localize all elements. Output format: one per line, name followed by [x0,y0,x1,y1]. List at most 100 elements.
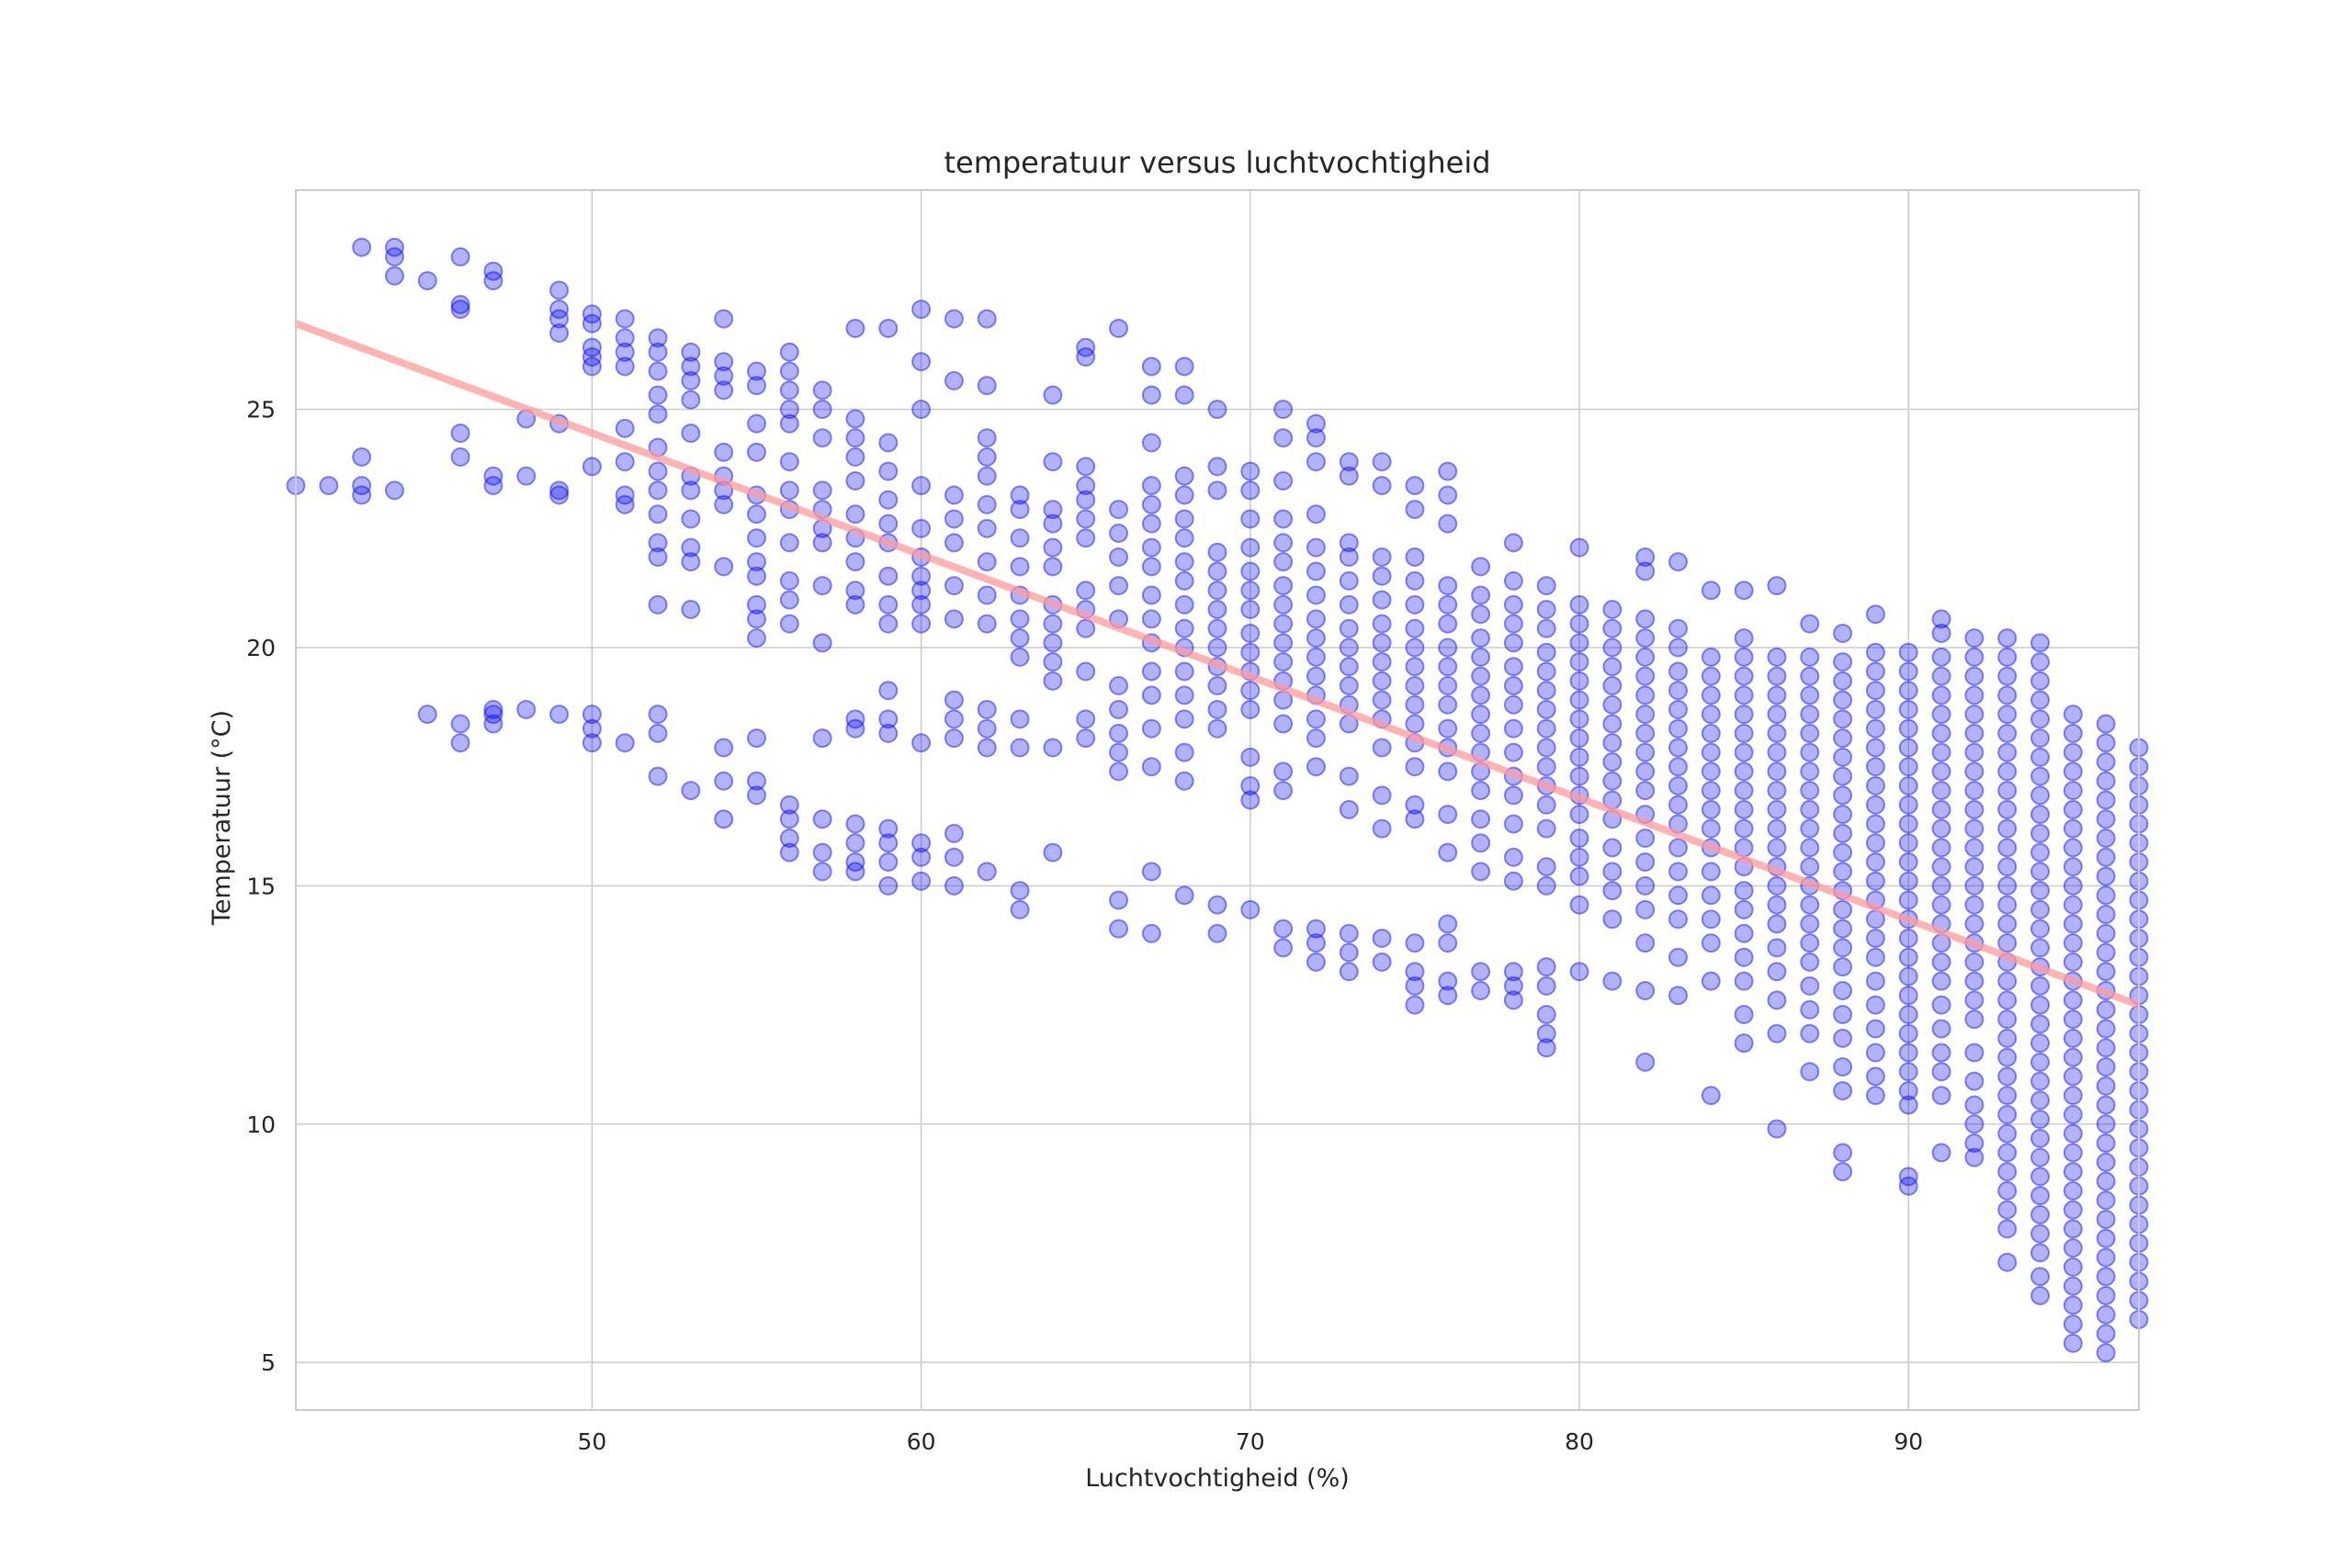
data-point [2063,818,2083,839]
data-point [1833,1004,1853,1024]
data-point [1602,862,1623,882]
data-point [1569,652,1589,672]
data-point [1240,480,1261,501]
data-point [1931,971,1951,991]
data-point [1668,909,1688,930]
data-point [1898,871,1918,891]
data-point [2063,990,2083,1010]
data-point [977,447,997,467]
data-point [779,829,799,848]
plot-area [296,190,2139,1410]
data-point [1372,928,1392,948]
data-point [1833,842,1853,863]
data-point [2063,1295,2083,1315]
data-point [1503,570,1523,591]
data-point [1339,594,1359,615]
data-point [2030,1243,2051,1263]
data-point [1405,757,1425,777]
data-point [1865,775,1885,795]
data-point [1898,699,1918,719]
data-point [1010,899,1030,919]
data-point [1141,385,1161,405]
data-point [911,299,932,320]
data-point [1240,509,1261,529]
data-point [1898,814,1918,834]
data-point [1964,742,1984,762]
data-point [1701,723,1721,743]
data-point [1174,886,1194,906]
data-point [1931,685,1951,705]
data-point [1833,709,1853,729]
data-point [1997,666,2018,686]
data-point [1898,738,1918,758]
data-point [1141,609,1161,629]
data-point [1109,919,1129,939]
data-point [1898,966,1918,987]
data-point [1273,633,1294,653]
data-point [1701,647,1721,667]
data-point [1767,761,1787,782]
data-point [1800,705,1820,725]
data-point [2063,742,2083,762]
data-point [2030,842,2051,863]
data-point [1997,875,2018,896]
data-point [2096,1324,2116,1344]
data-point [1339,547,1359,567]
data-point [1339,452,1359,472]
data-point [1833,957,1853,977]
data-point [1043,385,1063,405]
data-point [1997,1252,2018,1272]
data-point [615,309,635,329]
data-point [1536,757,1556,777]
data-point [1273,576,1294,596]
data-point [417,271,437,291]
data-point [1964,971,1984,991]
data-point [1438,971,1458,991]
data-point [1635,829,1656,848]
data-point [2063,875,2083,896]
data-point [1339,923,1359,943]
data-point [1865,1066,1885,1087]
data-point [450,295,470,314]
data-point [1273,781,1294,801]
data-point [2096,999,2116,1020]
data-point [1438,657,1458,677]
data-point [2030,1286,2051,1305]
data-point [1635,561,1656,581]
data-point [352,447,372,467]
data-point [1767,576,1787,596]
data-point [1635,647,1656,667]
data-point [1668,795,1688,815]
data-point [1240,790,1261,810]
data-point [1997,1162,2018,1182]
data-point [2096,1304,2116,1325]
data-point [1240,699,1261,719]
data-point [483,476,503,496]
data-point [1997,1143,2018,1163]
data-point [1898,928,1918,948]
data-point [2030,690,2051,710]
data-point [1043,557,1063,577]
data-point [1306,504,1326,525]
data-point [845,862,865,882]
data-point [2096,1228,2116,1248]
data-point [1141,433,1161,453]
data-point [1701,799,1721,819]
data-point [1405,500,1425,520]
data-point [747,785,766,806]
data-point [747,609,766,629]
data-point [1536,818,1556,839]
data-point [944,728,964,749]
data-point [1010,647,1030,667]
data-point [1438,594,1458,615]
data-point [1141,513,1161,534]
y-tick-label: 25 [246,397,276,423]
data-point [1602,752,1623,772]
data-point [911,581,932,601]
data-point [1833,1028,1853,1048]
data-point [615,356,635,377]
data-point [1306,757,1326,777]
data-point [2063,1028,2083,1048]
data-point [1701,862,1721,882]
data-point [1043,652,1063,672]
